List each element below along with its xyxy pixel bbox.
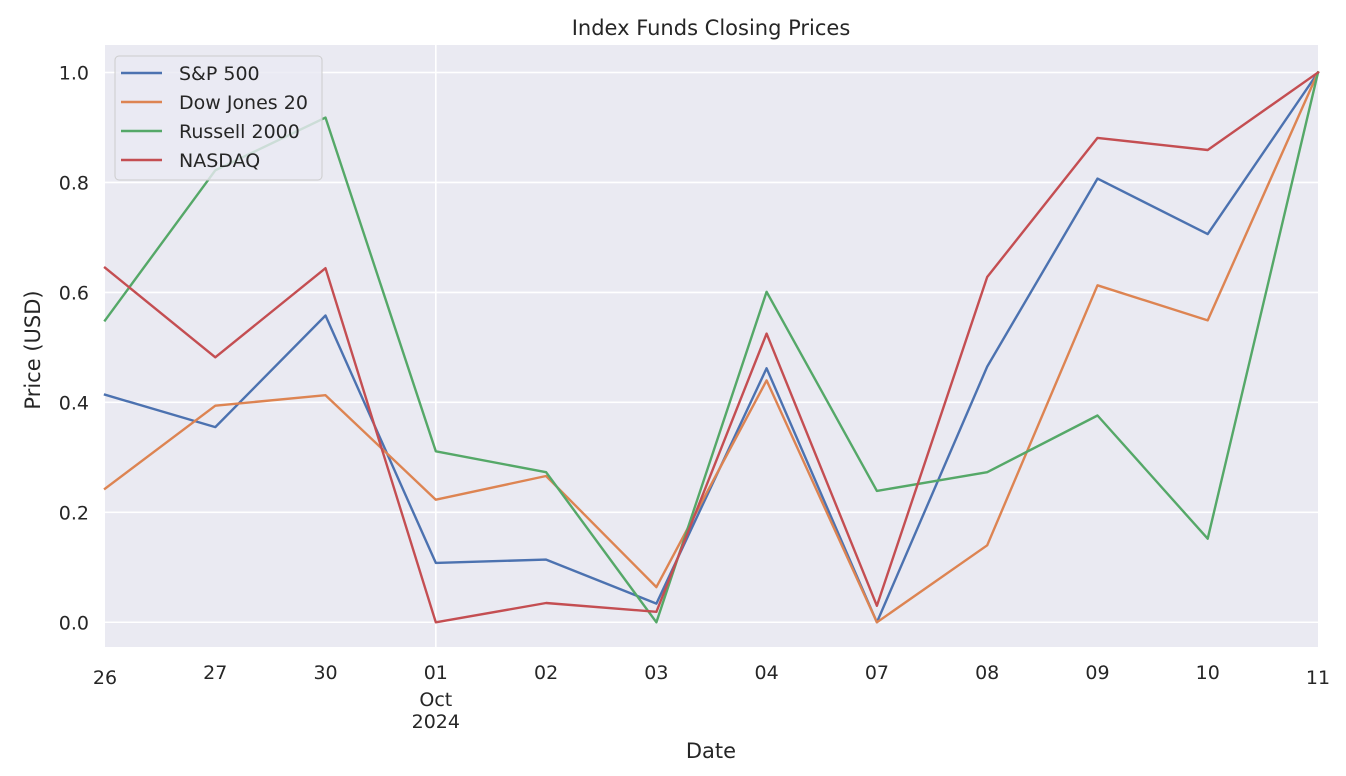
- x-tick-label: 08: [975, 662, 999, 684]
- chart-title: Index Funds Closing Prices: [572, 16, 851, 40]
- series-line-3: [103, 70, 1320, 624]
- y-tick-label: 0.4: [59, 392, 89, 414]
- x-tick-label: 09: [1085, 662, 1109, 684]
- series-line-1: [103, 70, 1320, 624]
- x-tick-label: 04: [755, 662, 779, 684]
- x-tick-label: 30: [313, 662, 337, 684]
- legend: S&P 500 Dow Jones 20 Russell 2000 NASDAQ: [114, 55, 323, 181]
- x-tick-label: 27: [203, 662, 227, 684]
- x-tick-label: 01: [424, 662, 448, 684]
- x-tick-month-label: Oct: [419, 689, 452, 711]
- x-tick-label: 10: [1196, 662, 1220, 684]
- legend-label: Russell 2000: [179, 121, 300, 143]
- x-tick-year-label: 2024: [412, 711, 460, 733]
- legend-label: S&P 500: [179, 63, 260, 85]
- x-axis-label: Date: [686, 739, 736, 763]
- y-axis-ticks: 0.0 0.2 0.4 0.6 0.8 1.0: [59, 62, 89, 634]
- legend-label: Dow Jones 20: [179, 92, 308, 114]
- y-tick-label: 0.2: [59, 502, 89, 524]
- y-tick-label: 0.0: [59, 612, 89, 634]
- x-tick-label: 03: [644, 662, 668, 684]
- x-tick-label: 07: [865, 662, 889, 684]
- x-tick-label: 02: [534, 662, 558, 684]
- x-tick-label: 11: [1306, 667, 1330, 689]
- y-tick-label: 0.6: [59, 282, 89, 304]
- y-tick-label: 1.0: [59, 62, 89, 84]
- grid-lines: [105, 45, 1318, 647]
- x-tick-label: 26: [93, 667, 117, 689]
- legend-label: NASDAQ: [179, 150, 260, 172]
- y-tick-label: 0.8: [59, 172, 89, 194]
- y-axis-label: Price (USD): [21, 290, 45, 409]
- legend-box: [114, 55, 323, 181]
